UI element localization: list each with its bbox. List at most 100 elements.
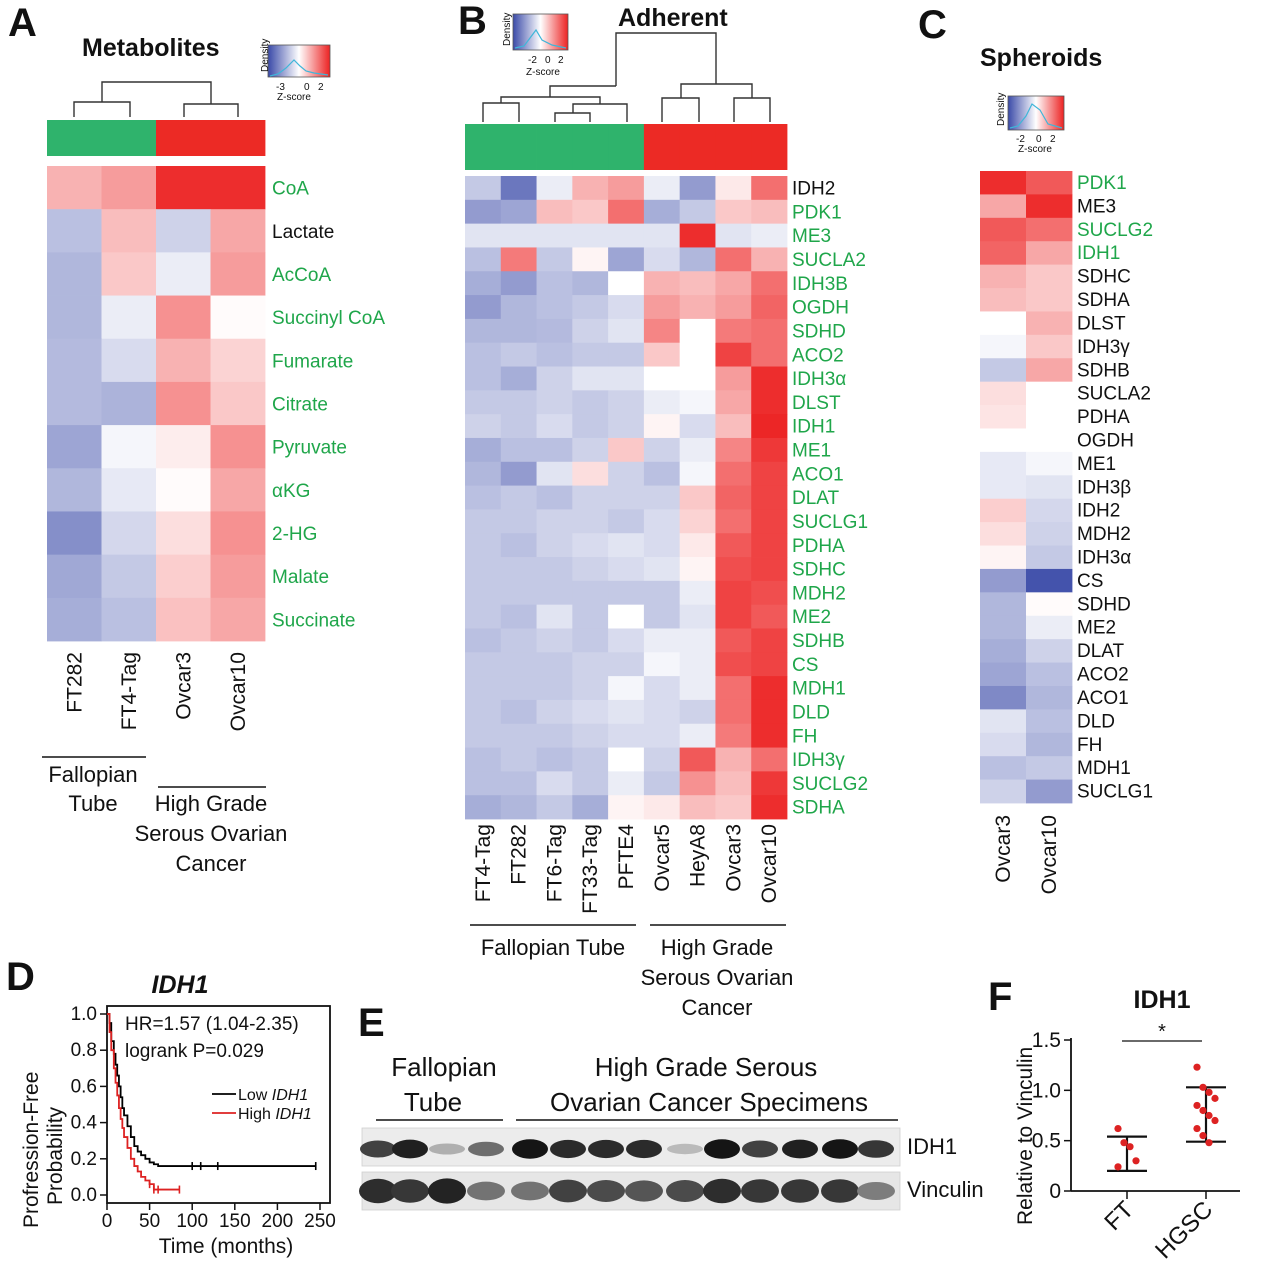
heat-cell [210, 166, 266, 210]
group-bar-cell [572, 124, 609, 170]
heat-cell [465, 176, 502, 201]
panel-b-color-key: Density -2 0 2 Z-score [502, 13, 569, 78]
density-label: Density [996, 93, 1007, 126]
heat-cell [465, 652, 502, 677]
row-label: Malate [272, 567, 329, 588]
heat-cell [643, 533, 681, 558]
heat-cell [572, 485, 609, 510]
row-label: SUCLA2 [1077, 384, 1151, 405]
heat-cell [679, 199, 716, 225]
row-label: SDHC [792, 560, 846, 581]
heat-cell [572, 604, 609, 629]
column-label: PFTE4 [615, 824, 638, 890]
heat-cell [101, 554, 157, 599]
group-bar-cell [715, 124, 752, 170]
row-label: IDH3γ [792, 750, 845, 771]
heat-cell [608, 295, 645, 320]
heat-cell [608, 509, 645, 534]
z-tick-2: 0 [304, 82, 310, 93]
data-point [1126, 1143, 1134, 1151]
heat-cell [715, 533, 752, 558]
heat-cell [980, 358, 1027, 383]
panel-b: B Adherent Density -2 0 2 Z-score [458, 0, 868, 1020]
hr-text: HR=1.57 (1.04-2.35) [125, 1014, 299, 1035]
blot-header-ft-1: Fallopian [391, 1052, 497, 1082]
vinculin-band [625, 1180, 663, 1202]
heat-cell [608, 199, 645, 225]
heat-cell [980, 428, 1027, 453]
heat-cell [572, 723, 609, 748]
vinculin-band [821, 1179, 859, 1203]
heat-cell [643, 295, 681, 320]
heat-cell [500, 199, 537, 225]
idh1-band [588, 1139, 624, 1159]
heat-cell [156, 209, 211, 253]
x-tick-label: 0 [102, 1211, 113, 1232]
panel-a-title: Metabolites [82, 34, 220, 62]
heat-cell [1026, 779, 1073, 804]
heat-cell [751, 723, 788, 748]
panel-b-title: Adherent [618, 4, 728, 32]
heat-cell [751, 176, 788, 201]
heat-cell [1026, 288, 1073, 312]
idh1-band [550, 1139, 586, 1159]
heat-cell [465, 795, 502, 820]
heat-cell [1026, 241, 1073, 266]
km-axes: 0 50 100 150 200 250 0.0 0.2 0.4 0.6 0.8 1.0 [71, 1004, 336, 1232]
row-label: CoA [272, 179, 309, 200]
heat-cell [572, 580, 609, 606]
heat-cell [715, 699, 752, 725]
idh1-band [468, 1141, 504, 1157]
heat-cell [47, 597, 102, 642]
heat-cell [715, 628, 752, 653]
heat-cell [751, 533, 788, 558]
heat-cell [47, 468, 102, 512]
heat-cell [465, 699, 502, 725]
heat-cell [715, 723, 752, 748]
heat-cell [980, 732, 1027, 757]
z-tick-2: 0 [1036, 134, 1042, 145]
heat-cell [156, 597, 211, 642]
heat-cell [465, 295, 502, 320]
heat-cell [47, 252, 102, 296]
heat-cell [156, 511, 211, 556]
heat-cell [536, 223, 573, 248]
panel-a: A Metabolites Density -3 0 2 Z-score CoA… [8, 1, 385, 876]
heat-cell [465, 342, 502, 367]
heat-cell [536, 771, 573, 796]
heat-cell [751, 318, 788, 344]
heat-cell [500, 461, 537, 486]
idh1-band [858, 1140, 894, 1158]
heat-cell [643, 247, 681, 272]
heat-cell [1026, 451, 1073, 476]
group-bar-cell [101, 120, 157, 156]
blot-header-ft-2: Tube [404, 1087, 462, 1117]
heat-cell [210, 381, 266, 426]
heat-cell [643, 199, 681, 225]
group-label-hgsc-2: Serous Ovarian [135, 821, 288, 846]
heat-cell [608, 223, 645, 248]
row-label: SDHD [792, 321, 846, 342]
row-label: ACO2 [1077, 665, 1129, 686]
heat-cell [980, 639, 1027, 663]
column-label: FT33-Tag [579, 824, 602, 914]
blot-row-idh1: IDH1 [907, 1134, 957, 1159]
z-tick-3: 2 [318, 82, 324, 93]
heat-cell [572, 509, 609, 534]
heat-cell [536, 533, 573, 558]
heat-cell [500, 295, 537, 320]
heat-cell [643, 580, 681, 606]
heat-cell [572, 366, 609, 391]
y-tick-label: 0.0 [71, 1185, 97, 1206]
heat-cell [101, 252, 157, 296]
heat-cell [643, 723, 681, 748]
column-label: Ovcar10 [227, 652, 250, 731]
heat-cell [715, 176, 752, 201]
panel-b-column-labels: FT4-Tag FT282 FT6-Tag FT33-Tag PFTE4 Ovcar5 He… [472, 824, 781, 914]
data-point [1211, 1116, 1219, 1125]
vinculin-band [781, 1179, 819, 1203]
row-label: SDHA [792, 798, 845, 819]
heat-cell [980, 217, 1027, 242]
heat-cell [643, 795, 681, 820]
